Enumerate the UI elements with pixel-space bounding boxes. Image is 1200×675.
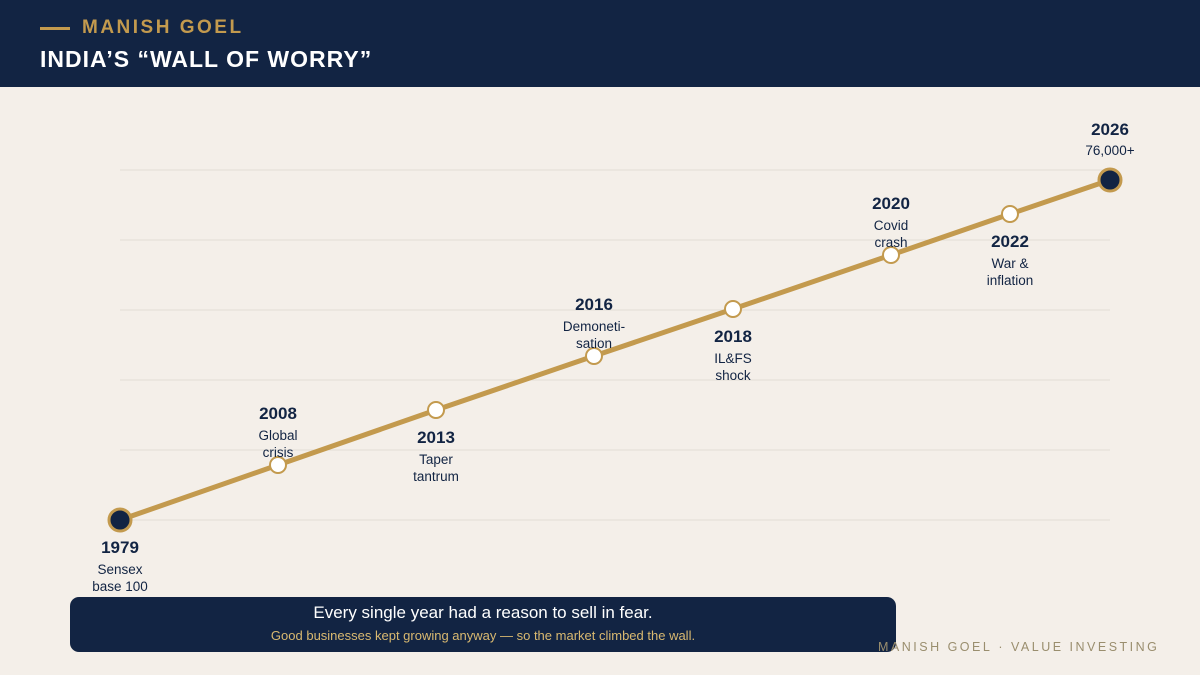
brand-name: MANISH GOEL [82,17,244,38]
page-title: INDIA’S “WALL OF WORRY” [40,46,373,72]
marker-2026 [1097,167,1123,193]
brand-accent-rule [40,26,70,30]
event-label-2008-0: Global [258,428,297,443]
event-label-2022-1: inflation [987,273,1034,288]
marker-2020 [882,246,900,264]
marker-2022 [1001,205,1019,223]
callout-sub-text: Good businesses kept growing anyway — so… [270,628,696,643]
marker-1979 [107,507,133,533]
year-label-2022: 2022 [991,232,1029,251]
trend-line [117,177,1113,523]
event-label-2013-1: tantrum [413,469,459,484]
callout-main-text: Every single year had a reason to sell i… [313,603,653,622]
footer-credit: MANISH GOEL · VALUE INVESTING [878,640,1168,654]
year-label-2016: 2016 [575,295,613,314]
footer-separator: · [998,640,1005,654]
event-label-2020-1: crash [874,235,907,250]
footer-tagline: VALUE INVESTING [1011,640,1160,654]
year-label-2013: 2013 [417,428,455,447]
year-label-2020: 2020 [872,194,910,213]
year-label-2018: 2018 [714,327,752,346]
brand-row: MANISH GOEL [40,17,244,39]
marker-2016 [585,347,603,365]
takeaway-callout: Every single year had a reason to sell i… [70,597,896,652]
event-label-2016-1: sation [576,336,612,351]
event-label-2018-0: IL&FS [714,351,752,366]
year-label-2008: 2008 [259,404,297,423]
year-label-1979: 1979 [101,538,139,557]
event-label-2008-1: crisis [263,445,294,460]
marker-2013 [427,401,445,419]
event-label-2016-0: Demoneti- [563,319,625,334]
event-label-2020-0: Covid [874,218,909,233]
event-label-1979-1: base 100 [92,579,148,594]
event-label-2026-0: 76,000+ [1085,143,1134,158]
event-label-2013-0: Taper [419,452,453,467]
year-label-2026: 2026 [1091,120,1129,139]
header-bar: MANISH GOEL INDIA’S “WALL OF WORRY” [0,0,1200,87]
event-label-1979-0: Sensex [97,562,142,577]
marker-2008 [269,456,287,474]
event-label-2022-0: War & [992,256,1029,271]
footer-author: MANISH GOEL [878,640,993,654]
event-label-2018-1: shock [715,368,751,383]
marker-2018 [724,300,742,318]
